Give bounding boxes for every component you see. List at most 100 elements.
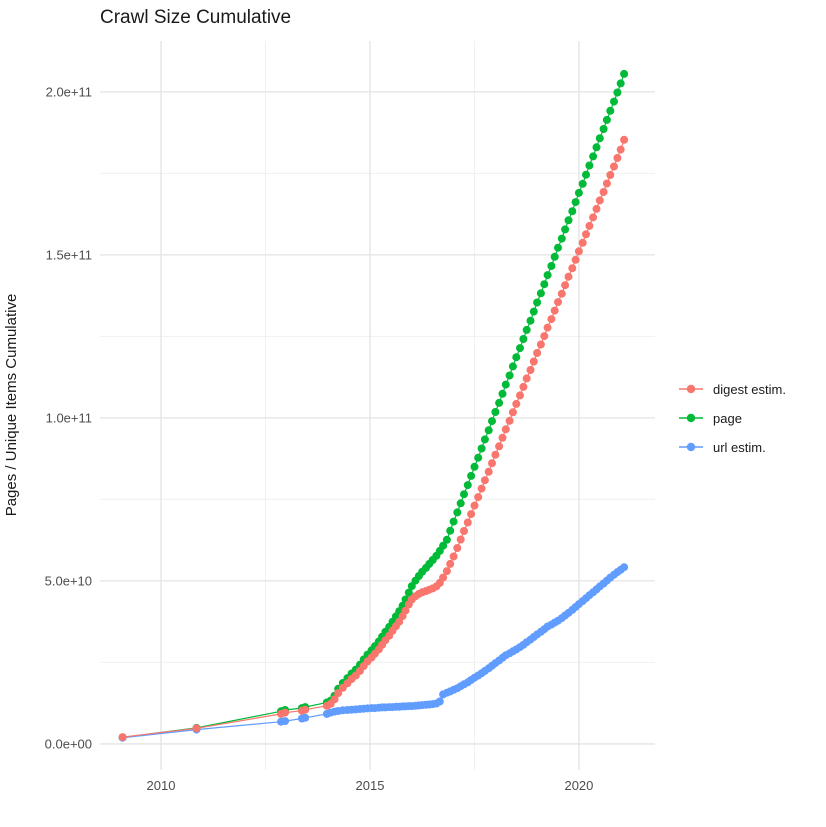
- data-point: [616, 145, 625, 154]
- data-point: [516, 391, 524, 400]
- data-point: [543, 271, 552, 280]
- data-point: [606, 171, 615, 179]
- data-point: [491, 408, 500, 416]
- data-point: [474, 493, 483, 502]
- data-point: [491, 450, 500, 459]
- data-point: [192, 724, 201, 733]
- data-point: [582, 170, 590, 179]
- y-tick-label: 5.0e+10: [45, 573, 92, 588]
- data-point: [536, 289, 545, 298]
- data-point: [602, 179, 611, 188]
- y-tick-label: 1.5e+11: [46, 247, 92, 262]
- data-point: [449, 517, 458, 526]
- series-page: [118, 69, 629, 742]
- data-point: [550, 306, 559, 315]
- x-tick-label: 2010: [147, 778, 176, 793]
- data-point: [404, 588, 413, 597]
- legend-key-page-icon: [679, 413, 703, 423]
- data-point: [470, 501, 479, 510]
- data-point: [401, 606, 410, 615]
- x-tick-label: 2015: [356, 778, 385, 793]
- data-point: [522, 374, 531, 383]
- data-point: [554, 298, 562, 307]
- data-point: [522, 325, 531, 334]
- series-layer: [118, 69, 629, 742]
- data-point: [463, 518, 472, 527]
- data-point: [540, 332, 549, 341]
- y-axis-title: Pages / Unique Items Cumulative: [3, 294, 20, 517]
- legend: digest estim. page url estim.: [678, 379, 786, 457]
- data-point: [610, 97, 618, 106]
- data-point: [599, 188, 608, 196]
- data-point: [477, 444, 486, 453]
- data-point: [568, 207, 577, 216]
- data-point: [281, 708, 290, 717]
- data-point: [578, 179, 587, 188]
- data-point: [536, 340, 545, 349]
- data-point: [561, 281, 570, 290]
- data-point: [564, 216, 573, 225]
- data-point: [460, 490, 468, 499]
- legend-label-digest-estim: digest estim.: [713, 381, 786, 397]
- data-point: [602, 115, 611, 124]
- data-point: [568, 264, 577, 273]
- data-point: [453, 508, 462, 517]
- data-point: [442, 567, 451, 576]
- data-point: [540, 280, 549, 289]
- data-point: [571, 198, 580, 207]
- data-point: [301, 713, 310, 722]
- data-point: [578, 238, 587, 247]
- legend-key-digest-icon: [679, 384, 703, 394]
- data-point: [561, 225, 570, 234]
- data-point: [516, 344, 524, 353]
- data-point: [449, 552, 458, 561]
- data-point: [446, 559, 455, 568]
- data-point: [442, 535, 451, 544]
- data-point: [526, 316, 535, 325]
- data-point: [526, 366, 535, 374]
- data-point: [595, 196, 604, 205]
- data-point: [585, 221, 594, 230]
- data-point: [571, 255, 580, 264]
- legend-key-url-icon: [679, 442, 703, 452]
- data-point: [488, 417, 496, 426]
- data-point: [439, 541, 448, 550]
- data-point: [519, 382, 528, 391]
- data-point: [613, 88, 622, 97]
- data-point: [610, 162, 618, 171]
- data-point: [470, 462, 479, 471]
- data-point: [453, 544, 462, 552]
- data-point: [529, 307, 538, 316]
- data-point: [477, 484, 486, 493]
- data-point: [557, 234, 566, 243]
- data-point: [564, 272, 573, 281]
- data-point: [519, 335, 528, 343]
- data-point: [480, 435, 489, 444]
- data-point: [547, 262, 556, 270]
- data-point: [599, 125, 608, 133]
- data-point: [330, 695, 339, 704]
- y-tick-label: 2.0e+11: [46, 84, 92, 99]
- data-point: [592, 143, 601, 152]
- legend-entry-url-estim: url estim.: [678, 437, 786, 457]
- y-tick-label: 1.0e+11: [46, 410, 92, 425]
- data-point: [582, 230, 590, 239]
- y-tick-label: 0.0e+00: [45, 736, 92, 751]
- data-point: [574, 247, 583, 256]
- data-point: [439, 573, 448, 582]
- data-point: [281, 717, 290, 726]
- data-point: [592, 204, 601, 213]
- data-point: [589, 213, 598, 222]
- series-url-estim: [118, 563, 629, 742]
- data-point: [505, 416, 514, 425]
- data-point: [613, 154, 622, 162]
- data-point: [474, 453, 483, 462]
- data-point: [480, 476, 489, 485]
- data-point: [589, 152, 598, 161]
- data-point: [554, 243, 562, 252]
- data-point: [435, 697, 444, 706]
- data-point: [498, 433, 507, 442]
- data-point: [529, 357, 538, 366]
